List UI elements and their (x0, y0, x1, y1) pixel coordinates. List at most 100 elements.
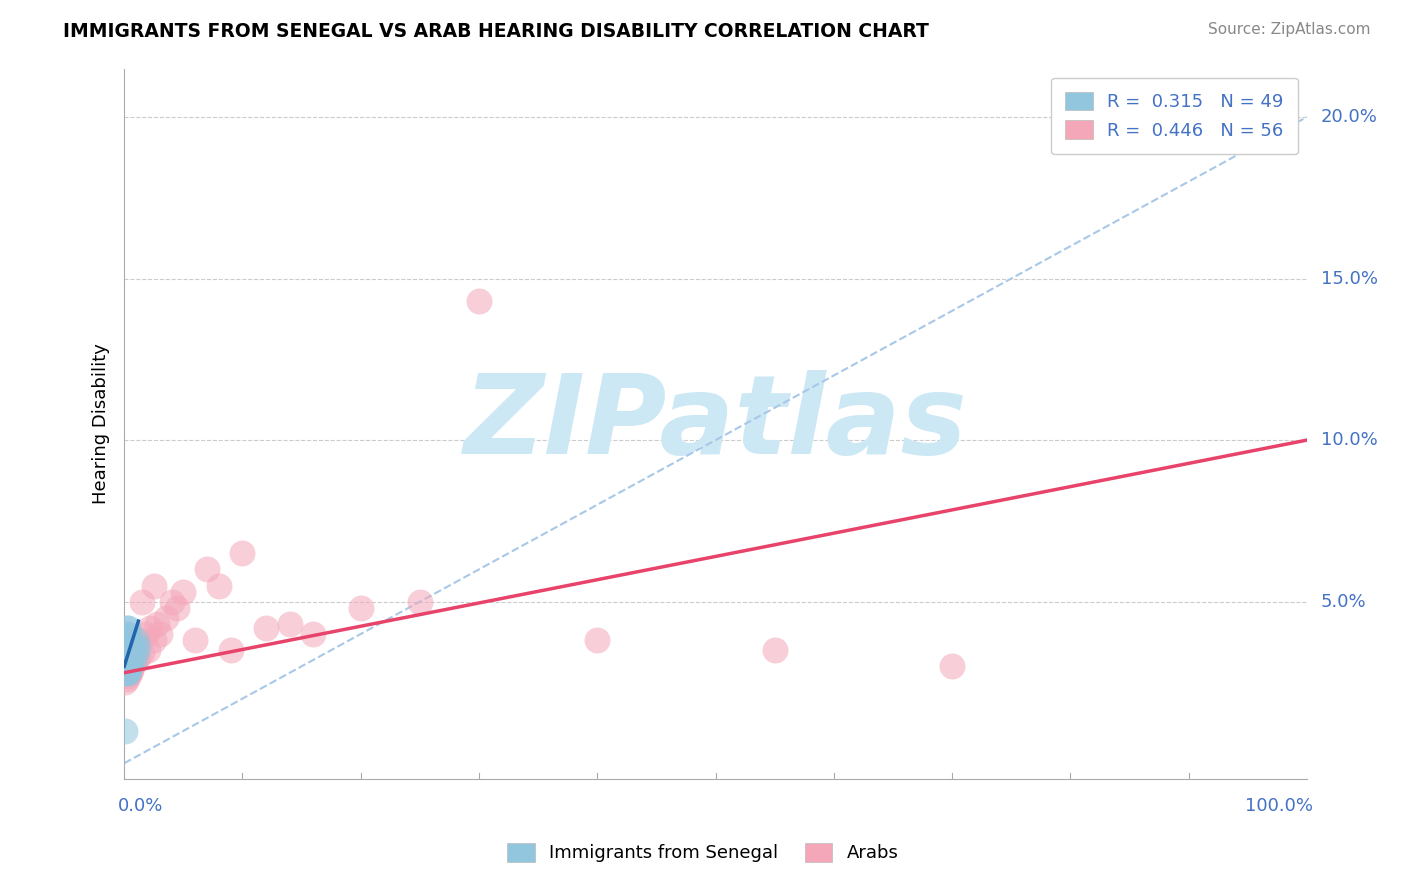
Point (117, 665, 139, 680)
Point (120, 643, 142, 657)
Point (160, 595, 183, 609)
Point (115, 640, 138, 654)
Point (125, 646, 148, 660)
Point (114, 633, 136, 648)
Point (134, 627, 156, 641)
Point (118, 630, 141, 644)
Point (468, 294, 491, 309)
Point (117, 653, 139, 667)
Point (118, 656, 141, 670)
Point (120, 646, 142, 660)
Point (136, 643, 159, 657)
Text: 0.0%: 0.0% (118, 797, 163, 815)
Point (278, 617, 301, 632)
Point (120, 640, 142, 654)
Legend: R =  0.315   N = 49, R =  0.446   N = 56: R = 0.315 N = 49, R = 0.446 N = 56 (1052, 78, 1298, 154)
Point (142, 633, 165, 648)
Point (115, 627, 138, 641)
Y-axis label: Hearing Disability: Hearing Disability (93, 343, 110, 504)
Text: ZIPatlas: ZIPatlas (464, 370, 967, 477)
Point (115, 646, 138, 660)
Point (155, 611, 177, 625)
Point (120, 665, 142, 680)
Point (122, 640, 145, 654)
Point (114, 659, 136, 673)
Point (120, 633, 142, 648)
Point (184, 633, 207, 648)
Point (350, 601, 373, 615)
Point (114, 723, 136, 738)
Point (114, 653, 136, 667)
Point (120, 656, 142, 670)
Point (125, 637, 148, 651)
Text: 15.0%: 15.0% (1322, 269, 1378, 287)
Point (118, 643, 141, 657)
Point (149, 627, 172, 641)
Point (117, 646, 139, 660)
Point (131, 595, 153, 609)
Point (172, 585, 194, 599)
Point (114, 665, 136, 680)
Point (302, 627, 325, 641)
Point (114, 649, 136, 664)
Point (409, 595, 432, 609)
Point (114, 637, 136, 651)
Point (120, 663, 142, 677)
Point (125, 653, 148, 667)
Point (118, 649, 141, 664)
Point (122, 656, 145, 670)
Point (118, 665, 141, 680)
Point (114, 665, 136, 680)
Point (195, 562, 218, 576)
Point (118, 663, 141, 677)
Text: 5.0%: 5.0% (1322, 592, 1367, 611)
Point (117, 637, 139, 651)
Point (120, 659, 142, 673)
Point (117, 643, 139, 657)
Point (115, 659, 138, 673)
Point (142, 578, 165, 592)
Point (120, 653, 142, 667)
Point (117, 659, 139, 673)
Point (127, 633, 149, 648)
Point (125, 633, 148, 648)
Point (115, 656, 138, 670)
Point (118, 637, 141, 651)
Point (121, 659, 143, 673)
Text: IMMIGRANTS FROM SENEGAL VS ARAB HEARING DISABILITY CORRELATION CHART: IMMIGRANTS FROM SENEGAL VS ARAB HEARING … (63, 22, 929, 41)
Point (122, 640, 145, 654)
Point (115, 633, 138, 648)
Point (120, 649, 142, 664)
Point (763, 643, 786, 657)
Point (122, 653, 145, 667)
Text: 20.0%: 20.0% (1322, 108, 1378, 126)
Point (114, 646, 136, 660)
Point (120, 646, 142, 660)
Point (115, 649, 138, 664)
Point (120, 637, 142, 651)
Point (115, 663, 138, 677)
Point (114, 646, 136, 660)
Point (117, 627, 139, 641)
Point (219, 643, 242, 657)
Legend: Immigrants from Senegal, Arabs: Immigrants from Senegal, Arabs (501, 836, 905, 870)
Point (114, 643, 136, 657)
Point (114, 653, 136, 667)
Point (127, 649, 149, 664)
Text: 100.0%: 100.0% (1244, 797, 1313, 815)
Point (120, 649, 142, 664)
Point (127, 640, 149, 654)
Point (131, 646, 153, 660)
Point (115, 640, 138, 654)
Point (166, 601, 188, 615)
Point (117, 633, 139, 648)
Point (139, 620, 162, 634)
Point (117, 646, 139, 660)
Point (115, 665, 138, 680)
Point (208, 578, 231, 592)
Point (115, 643, 138, 657)
Point (117, 620, 139, 634)
Text: 10.0%: 10.0% (1322, 431, 1378, 449)
Point (115, 649, 138, 664)
Point (118, 653, 141, 667)
